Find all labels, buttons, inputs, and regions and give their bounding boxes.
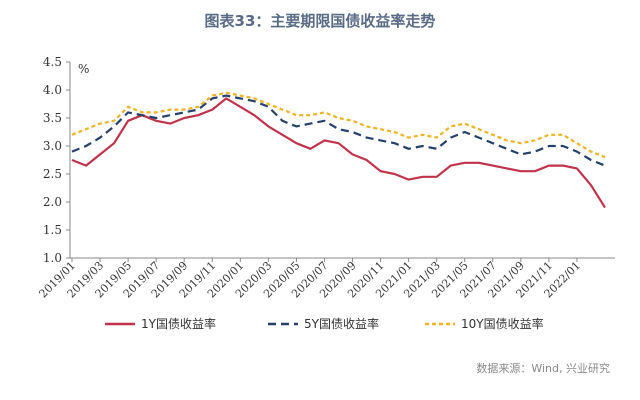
chart-title: 图表33：主要期限国债收益率走势 (204, 12, 436, 30)
legend-label-1: 1Y国债收益率 (141, 316, 216, 331)
y-tick-label: 3.5 (43, 111, 62, 125)
y-tick-label: 4.5 (43, 55, 62, 69)
y-tick-label: 1.0 (43, 251, 62, 265)
y-tick-label: 2.0 (43, 195, 62, 209)
series-line-2 (71, 94, 606, 167)
y-tick-label: 2.5 (43, 167, 62, 181)
series-lines (71, 91, 606, 209)
axes: 4.54.03.53.02.52.01.51.0%2019/012019/032… (37, 55, 615, 300)
y-tick-label: 3.0 (43, 139, 62, 153)
series-line-3 (71, 91, 606, 159)
y-axis-unit: % (78, 62, 89, 76)
legend: 1Y国债收益率 5Y国债收益率 10Y国债收益率 (105, 316, 544, 331)
y-tick-label: 4.0 (43, 83, 62, 97)
legend-label-3: 10Y国债收益率 (461, 316, 544, 331)
legend-label-2: 5Y国债收益率 (304, 316, 379, 331)
source-note: 数据来源：Wind, 兴业研究 (476, 362, 610, 375)
series-line-1 (71, 97, 606, 209)
y-tick-label: 1.5 (43, 223, 62, 237)
